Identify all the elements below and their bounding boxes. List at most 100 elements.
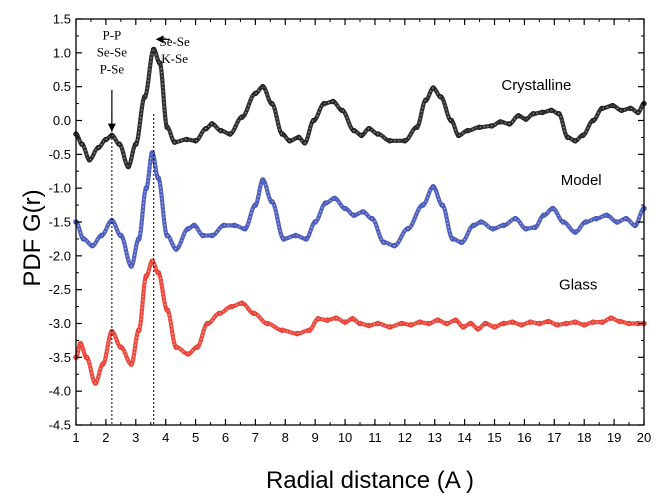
data-point [128,263,135,269]
data-point [430,85,436,91]
x-tick-label: 17 [547,430,561,445]
data-point [491,324,498,330]
data-point [83,354,90,361]
annotation-left-line: Se-Se [97,44,128,59]
data-point [509,319,516,325]
data-point [118,344,124,350]
y-tick-label: -3.0 [49,316,71,331]
data-point [399,320,405,327]
data-point [369,215,375,222]
data-point [269,198,275,205]
data-point [349,316,356,322]
data-point [339,107,345,114]
data-point [192,138,199,144]
data-point [231,222,238,229]
data-point [497,119,504,125]
data-point [100,361,106,367]
data-point [143,273,149,279]
data-point [430,184,436,190]
data-point [506,121,513,127]
data-point [264,320,271,327]
x-tick-label: 13 [428,430,442,445]
data-point [405,226,411,232]
data-point [351,127,357,134]
data-point [609,102,616,109]
annotation-left-line: P-Se [100,61,125,76]
data-point [635,109,641,116]
data-point [387,324,393,330]
x-tick-label: 9 [312,430,319,445]
x-tick-label: 4 [162,430,169,445]
data-point [482,320,489,327]
data-point [417,319,423,325]
y-tick-label: 0.5 [53,79,71,94]
data-point [599,105,605,112]
data-point [572,319,578,325]
series-glass [73,258,647,386]
data-point [448,117,454,124]
data-point [360,209,366,215]
data-point [185,351,191,357]
data-point [321,100,327,107]
data-point [80,236,87,242]
data-point [128,361,135,367]
data-point [550,205,556,212]
data-point [563,320,570,327]
data-point [251,310,257,317]
data-point [608,315,614,321]
data-point [77,341,84,347]
data-point [593,215,599,222]
data-point [279,131,286,137]
data-point [582,219,589,225]
data-point [118,232,124,239]
x-tick-label: 15 [487,430,501,445]
data-point [475,326,481,332]
data-point [590,117,596,124]
data-point [434,317,441,323]
data-point [455,132,462,139]
data-point [306,327,312,334]
ticks-group: 1 2 3 4 5 6 7 8 9 10 11 12 13 14 15 16 17 18 19 201.51.00.5… [49,12,652,446]
data-point [342,205,348,212]
data-point [523,226,529,232]
data-point [554,322,561,328]
data-point [260,83,266,90]
data-point [294,330,300,337]
x-tick-label: 19 [607,430,621,445]
data-point [281,236,287,242]
data-point [423,97,429,103]
x-tick-label: 6 [222,430,229,445]
data-point [426,320,432,327]
data-point [381,239,387,246]
x-tick-label: 16 [517,430,531,445]
data-point [391,242,398,249]
data-point [109,132,115,139]
data-point [79,141,85,147]
data-point [209,232,215,239]
data-point [579,132,586,139]
series-label-glass: Glass [559,277,597,294]
data-point [375,320,381,327]
data-point [133,141,139,147]
data-point [366,322,372,329]
data-point [375,131,381,137]
data-point [387,138,393,144]
data-point [155,175,161,181]
y-tick-label: -2.0 [49,248,71,263]
data-point [548,107,555,114]
annotation-right-line: Se-Se [159,34,190,49]
data-point [464,127,471,134]
data-point [518,322,525,328]
data-point [260,177,266,183]
data-point [565,134,571,141]
data-point [452,317,459,323]
data-point [560,219,567,225]
data-point [149,150,155,156]
data-point [402,138,408,144]
x-tick-label: 3 [132,430,139,445]
y-tick-label: 0.0 [53,113,71,128]
data-point [358,132,365,139]
x-tick-label: 12 [398,430,412,445]
data-point [527,319,534,325]
x-tick-label: 18 [577,430,591,445]
